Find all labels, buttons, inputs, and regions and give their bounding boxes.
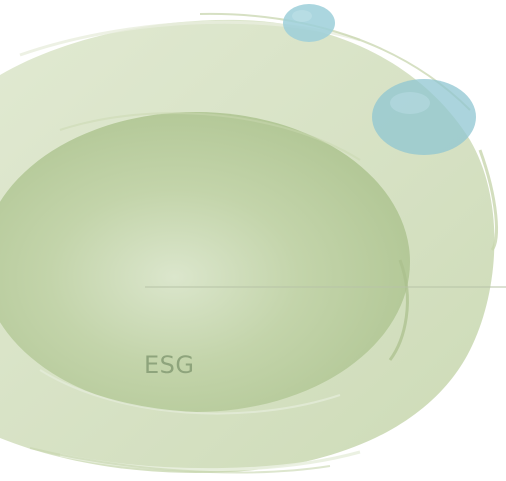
esg-label: ESG xyxy=(144,351,195,379)
small-bubble-icon xyxy=(283,4,335,42)
large-bubble-icon xyxy=(372,79,476,155)
inner-disc xyxy=(0,112,410,415)
